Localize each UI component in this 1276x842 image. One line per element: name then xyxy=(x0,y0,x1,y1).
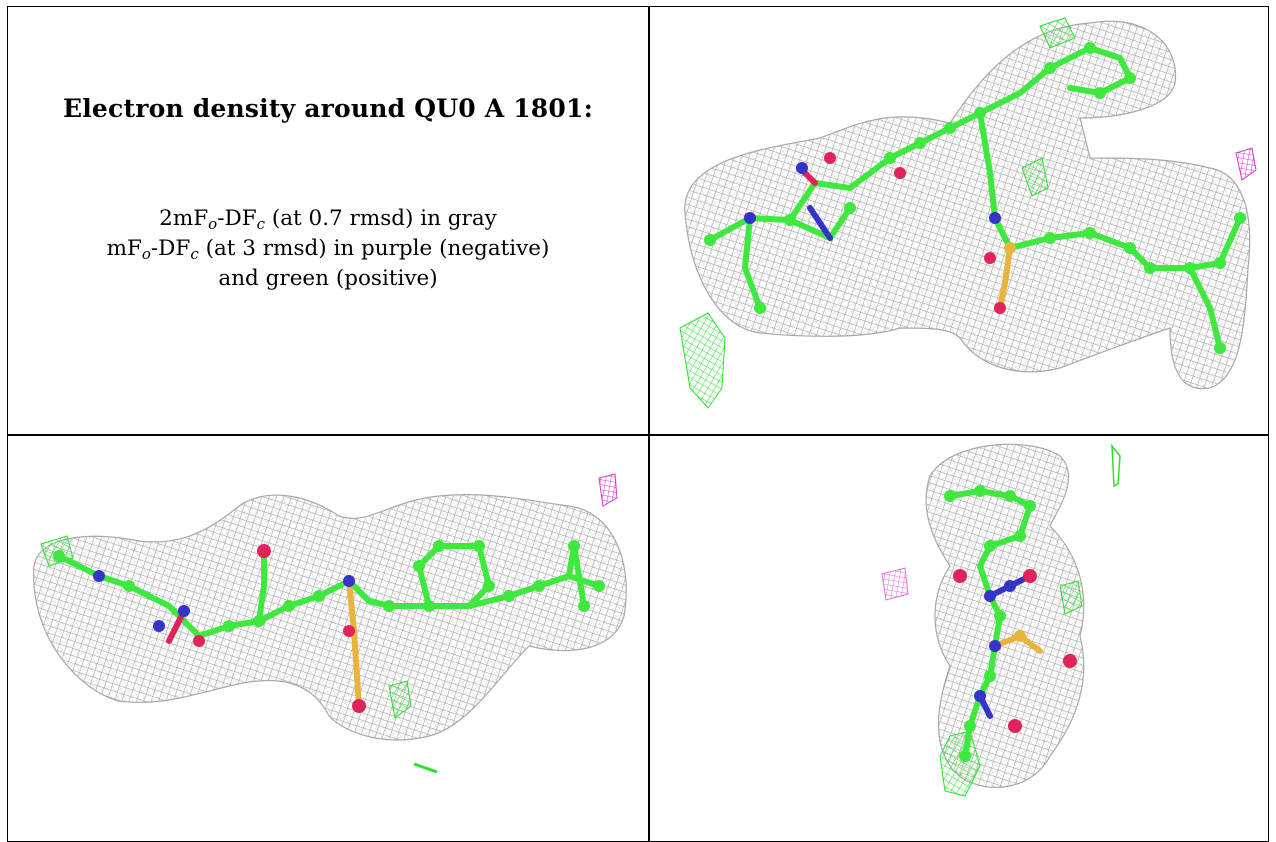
density-mesh xyxy=(33,494,627,741)
sub-c: c xyxy=(190,245,199,263)
atoms xyxy=(53,540,605,713)
caption-cell: Electron density around QU0 A 1801: 2mFo… xyxy=(9,8,647,433)
legend-diff-prefix: mF xyxy=(106,236,142,261)
legend-line-positive: and green (positive) xyxy=(218,266,438,291)
caption-heading: Electron density around QU0 A 1801: xyxy=(62,94,594,123)
table-divider-horizontal xyxy=(7,434,1269,436)
density-mesh xyxy=(684,20,1251,390)
density-view-1-image xyxy=(679,17,1257,409)
density-view-2-image xyxy=(33,473,627,774)
difference-density xyxy=(679,17,1257,409)
atoms xyxy=(944,485,1077,762)
density-view-3-image xyxy=(881,443,1121,797)
legend-line-gray: 2mFo-DFc (at 0.7 rmsd) in gray xyxy=(9,204,647,234)
caption-description: 2mFo-DFc (at 0.7 rmsd) in gray mFo-DFc (… xyxy=(9,204,647,294)
legend-gray-mid: -DF xyxy=(217,206,257,231)
sub-o: o xyxy=(141,245,151,263)
sub-c: c xyxy=(256,215,266,233)
atoms xyxy=(704,42,1246,354)
density-view-1 xyxy=(650,8,1268,433)
ligand-model xyxy=(707,44,1243,351)
sub-o: o xyxy=(208,215,218,233)
density-view-3 xyxy=(650,436,1268,836)
legend-diff-suffix: (at 3 rmsd) in purple (negative) xyxy=(198,236,550,261)
table-divider-vertical xyxy=(648,6,650,842)
legend-line-diff: mFo-DFc (at 3 rmsd) in purple (negative) xyxy=(9,234,647,264)
legend-gray-suffix: (at 0.7 rmsd) in gray xyxy=(265,206,497,231)
legend-diff-mid: -DF xyxy=(150,236,191,261)
difference-density xyxy=(881,443,1121,797)
density-view-2 xyxy=(9,436,647,836)
legend-gray-prefix: 2mF xyxy=(159,206,209,231)
